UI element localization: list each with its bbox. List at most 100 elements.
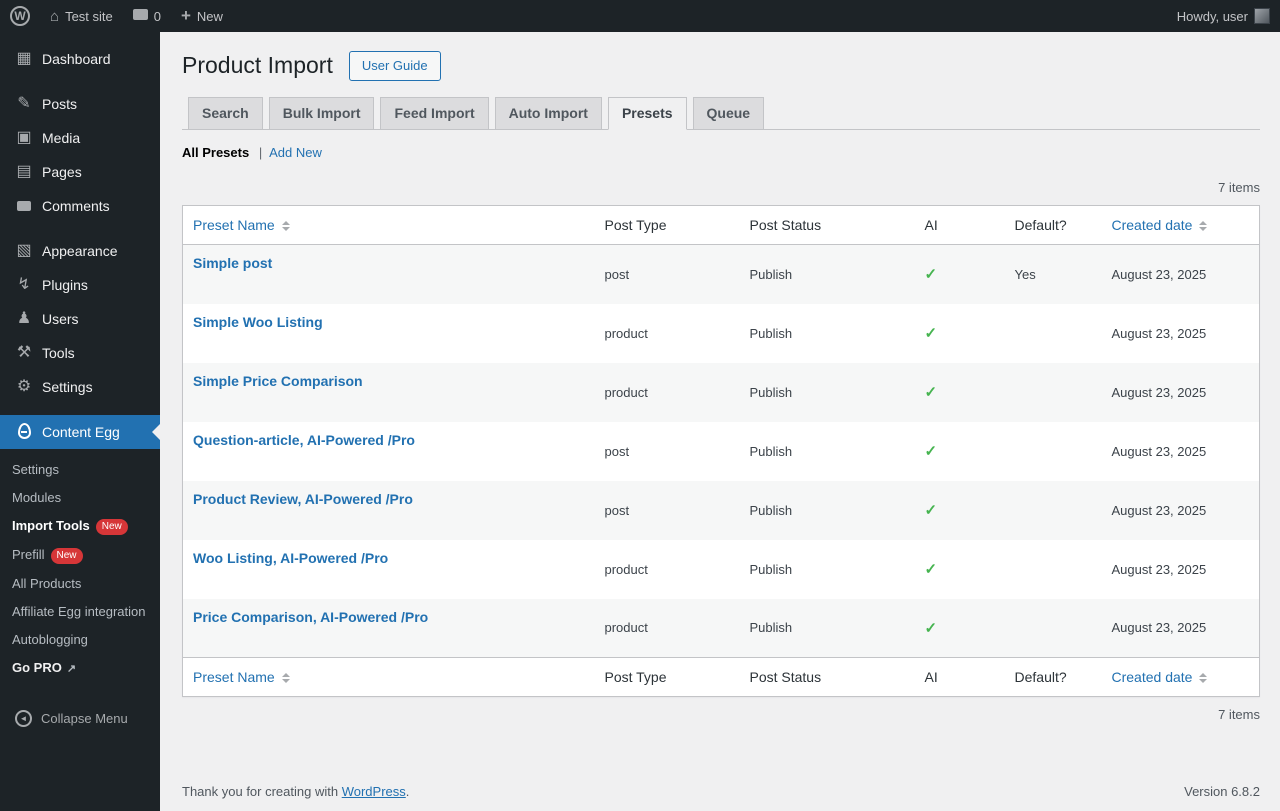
main-content: Product Import User Guide Search Bulk Imp… (160, 0, 1280, 811)
cell-created-date: August 23, 2025 (1102, 540, 1260, 599)
tab-queue[interactable]: Queue (692, 97, 765, 130)
post-type-value: product (604, 620, 648, 636)
sidebar-subitem-import-tools[interactable]: Import Tools New (0, 512, 160, 541)
sidebar-item-settings[interactable]: ⚙ Settings (0, 370, 160, 404)
content-egg-icon (14, 422, 34, 442)
post-status-value: Publish (749, 443, 793, 459)
cell-ai: ✓ (915, 540, 1005, 599)
comments-menu[interactable]: 0 (123, 0, 171, 32)
external-link-icon: ↗ (66, 663, 77, 675)
cell-post-type: post (595, 422, 740, 481)
sidebar-item-label: Content Egg (42, 424, 120, 440)
column-header-preset-name[interactable]: Preset Name (182, 657, 595, 697)
table-nav-bottom: 7 items (182, 707, 1260, 722)
sidebar-subitem-label: Settings (12, 462, 59, 477)
sidebar-subitem-label: Go PRO (12, 660, 62, 675)
column-label: Preset Name (193, 669, 275, 686)
table-header: Preset Name Post Type Post Status AI Default… (182, 205, 1260, 246)
sidebar-item-appearance[interactable]: ▧ Appearance (0, 234, 160, 268)
add-new-link[interactable]: Add New (269, 144, 322, 160)
tab-auto-import[interactable]: Auto Import (494, 97, 602, 130)
user-guide-button[interactable]: User Guide (348, 51, 441, 82)
cell-post-type: post (595, 481, 740, 540)
column-header-created-date[interactable]: Created date (1101, 205, 1260, 246)
cell-created-date: August 23, 2025 (1102, 304, 1260, 363)
sidebar-subitem-all-products[interactable]: All Products (0, 570, 160, 598)
sidebar-item-content-egg[interactable]: Content Egg (0, 415, 160, 449)
sidebar-item-tools[interactable]: ⚒ Tools (0, 336, 160, 370)
preset-name-link[interactable]: Woo Listing, AI-Powered /Pro (193, 549, 389, 566)
cell-created-date: August 23, 2025 (1102, 422, 1260, 481)
post-type-value: product (604, 384, 648, 400)
post-status-value: Publish (749, 384, 793, 400)
wordpress-logo-icon: W (10, 6, 30, 26)
ai-check-icon: ✓ (924, 443, 938, 461)
preset-name-link[interactable]: Question-article, AI-Powered /Pro (193, 431, 415, 448)
cell-ai: ✓ (915, 481, 1005, 540)
created-date-value: August 23, 2025 (1111, 384, 1207, 400)
preset-name-link[interactable]: Price Comparison, AI-Powered /Pro (193, 608, 429, 625)
wordpress-link[interactable]: WordPress (341, 784, 406, 799)
preset-row: Price Comparison, AI-Powered /Pro product… (182, 598, 1260, 658)
sidebar-item-plugins[interactable]: ↯ Plugins (0, 268, 160, 302)
sidebar-item-label: Media (42, 130, 81, 146)
ai-check-icon: ✓ (924, 384, 938, 402)
sidebar-subitem-modules[interactable]: Modules (0, 484, 160, 512)
preset-name-link[interactable]: Simple Woo Listing (193, 313, 323, 330)
new-content-menu[interactable]: + New (171, 0, 233, 32)
ai-check-icon: ✓ (924, 561, 938, 579)
tab-feed-import[interactable]: Feed Import (380, 97, 489, 130)
comments-icon (14, 196, 34, 216)
post-type-value: post (604, 443, 630, 459)
site-name-menu[interactable]: ⌂ Test site (40, 0, 123, 32)
cell-post-status: Publish (740, 245, 915, 304)
sidebar-item-users[interactable]: ♟ Users (0, 302, 160, 336)
preset-row: Woo Listing, AI-Powered /Pro product Publi… (183, 540, 1260, 599)
sidebar-subitem-prefill[interactable]: Prefill New (0, 541, 160, 570)
column-label: Created date (1111, 216, 1193, 233)
cell-is-default (1005, 599, 1102, 658)
column-header-post-status: Post Status (739, 657, 915, 697)
sidebar-item-media[interactable]: ▣ Media (0, 121, 160, 155)
footer-thanks-text: Thank you for creating with (182, 784, 342, 799)
sidebar-item-dashboard[interactable]: ▦ Dashboard (0, 42, 160, 76)
sidebar-item-label: Comments (42, 198, 110, 214)
post-type-value: post (604, 502, 630, 518)
preset-name-link[interactable]: Product Review, AI-Powered /Pro (193, 490, 413, 507)
cell-ai: ✓ (915, 363, 1005, 422)
new-badge: New (50, 548, 83, 564)
column-header-preset-name[interactable]: Preset Name (182, 205, 595, 246)
posts-icon: ✎ (17, 95, 31, 112)
sidebar-item-comments[interactable]: Comments (0, 189, 160, 223)
filter-separator: | (258, 144, 263, 160)
collapse-menu-button[interactable]: ◄ Collapse Menu (0, 701, 160, 735)
tab-bulk-import[interactable]: Bulk Import (268, 97, 375, 130)
sidebar-item-label: Pages (42, 164, 82, 180)
filter-all-presets[interactable]: All Presets (182, 144, 250, 160)
column-header-created-date[interactable]: Created date (1101, 657, 1260, 697)
sidebar-item-pages[interactable]: ▤ Pages (0, 155, 160, 189)
sidebar-subitem-autoblogging[interactable]: Autoblogging (0, 626, 160, 654)
sidebar-subitem-affiliate-egg-integration[interactable]: Affiliate Egg integration (0, 598, 160, 626)
sidebar-subitem-go-pro[interactable]: Go PRO ↗ (0, 654, 160, 683)
howdy-text: Howdy, user (1176, 8, 1248, 24)
admin-sidebar: ▦ Dashboard ✎ Posts ▣ Media ▤ Pages Comments ▧ App… (0, 32, 160, 811)
column-label: Post Type (604, 216, 667, 233)
tab-search[interactable]: Search (188, 97, 263, 130)
my-account-menu[interactable]: Howdy, user (1167, 0, 1280, 32)
post-status-value: Publish (749, 561, 793, 577)
cell-post-type: product (595, 363, 740, 422)
sidebar-item-label: Users (42, 311, 79, 327)
admin-footer: Thank you for creating with WordPress. V… (160, 766, 1280, 811)
sidebar-subitem-settings[interactable]: Settings (0, 456, 160, 484)
sort-arrows-icon (1199, 673, 1208, 684)
tab-presets[interactable]: Presets (607, 97, 687, 130)
media-icon: ▣ (16, 129, 32, 146)
cell-post-type: product (595, 599, 740, 658)
cell-post-type: post (595, 245, 740, 304)
comment-bubble-icon (132, 9, 148, 20)
preset-name-link[interactable]: Simple post (193, 255, 273, 272)
preset-name-link[interactable]: Simple Price Comparison (193, 372, 363, 389)
wordpress-menu[interactable]: W (0, 0, 40, 32)
sidebar-item-posts[interactable]: ✎ Posts (0, 87, 160, 121)
